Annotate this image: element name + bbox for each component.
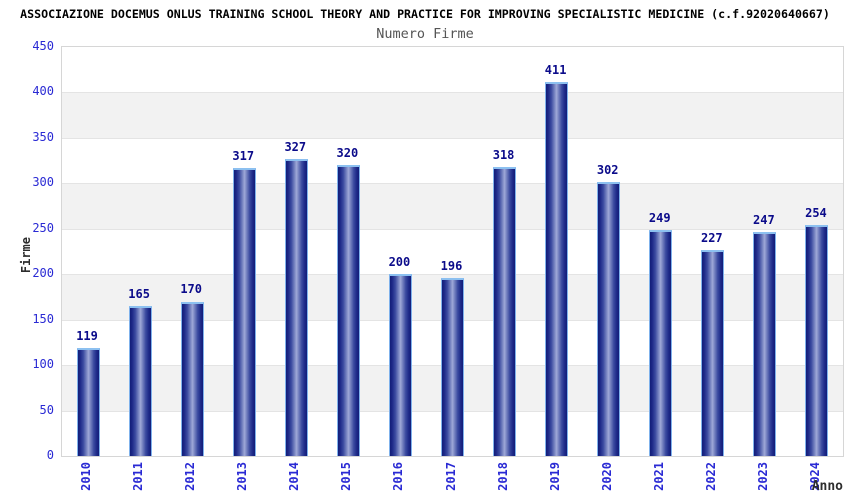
y-tick-label: 0 [46,448,54,462]
bar-value-label: 302 [596,162,619,177]
plot-band [62,183,843,229]
y-tick-label: 450 [32,39,54,53]
x-tick-label: 2019 [547,462,562,491]
bar-2022 [701,249,725,456]
bar-2023 [753,231,777,456]
x-tick-label: 2012 [183,462,198,491]
y-axis-title: Firme [19,237,33,274]
bar-2018 [493,166,517,456]
bar-value-label: 317 [232,148,255,163]
bar-value-label: 411 [544,63,567,78]
bar-2016 [388,274,412,456]
x-axis-title: Anno [811,479,843,494]
bar-value-label: 200 [388,255,411,270]
y-tick-label: 300 [32,175,54,190]
bar-2010 [76,347,100,456]
plot-band [62,47,843,93]
x-tick-label: 2021 [651,462,666,491]
y-tick-label: 150 [32,311,54,326]
x-tick-label: 2022 [703,462,718,491]
x-tick-label: 2011 [131,462,146,491]
bar-2021 [649,229,673,456]
plot-area [61,46,844,457]
y-tick-label: 100 [32,357,54,372]
x-tick-label: 2017 [443,462,458,491]
y-tick-label: 350 [32,129,54,144]
y-tick-label: 200 [32,266,54,281]
y-tick-label: 250 [32,220,54,235]
bar-value-label: 165 [128,287,150,302]
chart-title: ASSOCIAZIONE DOCEMUS ONLUS TRAINING SCHO… [20,7,830,21]
x-tick-label: 2016 [391,462,406,491]
bar-2013 [232,167,256,456]
bar-2012 [180,301,204,456]
bar-value-label: 249 [648,210,671,225]
x-tick-label: 2023 [755,462,770,491]
bar-2011 [128,306,152,456]
x-tick-label: 2010 [79,462,94,491]
bar-value-label: 227 [700,230,723,245]
bar-value-label: 196 [440,258,463,273]
bar-value-label: 327 [284,139,307,154]
chart-subtitle: Numero Firme [376,26,474,42]
bar-2017 [441,277,464,456]
bar-value-label: 320 [336,146,359,161]
bar-2024 [805,225,829,456]
x-tick-label: 2018 [495,462,510,491]
plot-band [62,137,843,184]
bar-2014 [284,158,308,456]
y-tick-label: 50 [39,402,54,417]
bar-value-label: 247 [753,212,775,227]
bar-2019 [545,82,569,456]
plot-band [62,92,843,138]
x-tick-label: 2015 [339,462,354,491]
y-tick-label: 400 [32,84,54,99]
bar-value-label: 318 [492,147,515,162]
x-tick-label: 2013 [235,462,250,491]
bar-value-label: 119 [76,328,98,343]
x-tick-label: 2020 [599,462,614,491]
bar-value-label: 170 [180,282,202,297]
bar-value-label: 254 [805,206,827,221]
bar-2020 [597,181,621,456]
bar-2015 [336,165,360,456]
x-tick-label: 2014 [287,462,302,491]
